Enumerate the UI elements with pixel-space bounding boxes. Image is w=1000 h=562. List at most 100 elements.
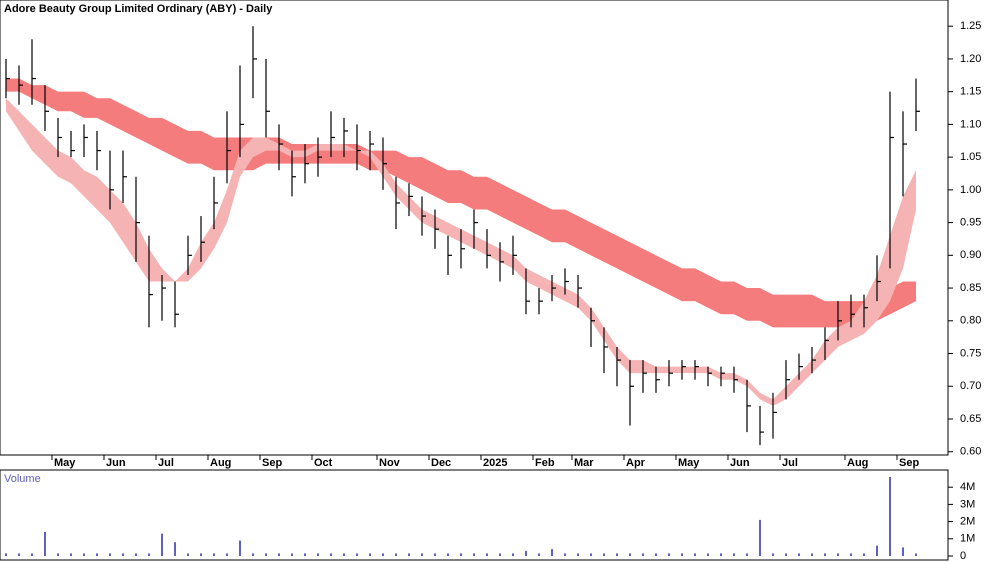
- volume-bar: [200, 553, 202, 556]
- y-tick-label: 1.25: [960, 20, 981, 32]
- volume-tick-label: 0: [960, 550, 966, 562]
- volume-bar: [226, 553, 228, 556]
- volume-tick-label: 2M: [960, 516, 975, 528]
- volume-bar: [31, 553, 33, 556]
- volume-bar: [759, 519, 761, 556]
- volume-bar: [96, 553, 98, 556]
- volume-bar: [213, 553, 215, 556]
- volume-bar: [486, 553, 488, 556]
- volume-bar: [148, 553, 150, 556]
- volume-bar: [837, 553, 839, 556]
- x-tick-label: May: [678, 457, 700, 469]
- volume-bar: [564, 553, 566, 556]
- volume-bar: [57, 553, 59, 556]
- x-tick-label: Mar: [574, 457, 594, 469]
- x-tick-label: 2025: [483, 457, 507, 469]
- y-tick-label: 0.65: [960, 413, 981, 425]
- x-tick-label: Jun: [106, 457, 126, 469]
- volume-bar: [590, 553, 592, 556]
- volume-bar: [707, 553, 709, 556]
- volume-bar: [395, 553, 397, 556]
- x-tick-label: Sep: [262, 457, 282, 469]
- volume-bar: [902, 547, 904, 556]
- volume-bar: [811, 553, 813, 556]
- x-tick-label: Jul: [158, 457, 174, 469]
- volume-bar: [629, 553, 631, 556]
- x-tick-label: May: [54, 457, 76, 469]
- volume-bar: [694, 553, 696, 556]
- volume-bar: [174, 542, 176, 556]
- volume-bar: [135, 553, 137, 556]
- x-tick-label: Jun: [730, 457, 750, 469]
- y-tick-label: 0.80: [960, 315, 981, 327]
- volume-bar: [772, 553, 774, 556]
- volume-bar: [317, 553, 319, 556]
- x-tick-label: Oct: [314, 457, 333, 469]
- y-tick-label: 0.85: [960, 282, 981, 294]
- volume-bar: [798, 553, 800, 556]
- volume-bar: [330, 553, 332, 556]
- y-tick-label: 0.95: [960, 216, 981, 228]
- volume-bar: [499, 553, 501, 556]
- volume-bar: [44, 531, 46, 556]
- volume-bar: [577, 553, 579, 556]
- x-tick-label: Nov: [379, 457, 401, 469]
- volume-bar: [18, 553, 20, 556]
- volume-bar: [668, 553, 670, 556]
- volume-bar: [343, 553, 345, 556]
- volume-bar: [265, 553, 267, 556]
- y-tick-label: 1.05: [960, 151, 981, 163]
- volume-bar: [733, 553, 735, 556]
- volume-bar: [785, 553, 787, 556]
- volume-bar: [109, 553, 111, 556]
- y-tick-label: 0.90: [960, 249, 981, 261]
- volume-bar: [382, 553, 384, 556]
- volume-bar: [83, 553, 85, 556]
- x-tick-label: Sep: [899, 457, 919, 469]
- volume-bar: [525, 550, 527, 556]
- volume-bar: [473, 553, 475, 556]
- volume-bar: [187, 553, 189, 556]
- volume-bar: [616, 553, 618, 556]
- volume-bar: [239, 540, 241, 556]
- volume-bar: [603, 553, 605, 556]
- volume-bar: [512, 553, 514, 556]
- average-band: [6, 78, 916, 328]
- volume-tick-label: 1M: [960, 533, 975, 545]
- x-tick-label: Dec: [431, 457, 451, 469]
- y-tick-label: 1.10: [960, 118, 981, 130]
- volume-bar: [460, 553, 462, 556]
- volume-bar: [421, 553, 423, 556]
- volume-bar: [356, 553, 358, 556]
- chart-title: Adore Beauty Group Limited Ordinary (ABY…: [4, 3, 273, 15]
- volume-bar: [447, 553, 449, 556]
- volume-bar: [5, 553, 7, 556]
- x-tick-label: Feb: [535, 457, 555, 469]
- y-tick-label: 0.60: [960, 446, 981, 458]
- y-tick-label: 0.70: [960, 380, 981, 392]
- x-tick-label: Aug: [847, 457, 868, 469]
- volume-bar: [850, 553, 852, 556]
- volume-bar: [876, 545, 878, 556]
- volume-bar: [304, 553, 306, 556]
- x-tick-label: Aug: [210, 457, 231, 469]
- volume-bar: [408, 553, 410, 556]
- volume-bar: [746, 553, 748, 556]
- volume-bar: [70, 553, 72, 556]
- volume-panel: [0, 469, 949, 561]
- volume-bar: [538, 553, 540, 556]
- x-tick-label: Apr: [626, 457, 646, 469]
- volume-bar: [291, 553, 293, 556]
- volume-bar: [889, 476, 891, 556]
- volume-bar: [161, 533, 163, 556]
- y-tick-label: 1.00: [960, 184, 981, 196]
- volume-bar: [642, 553, 644, 556]
- y-tick-label: 1.15: [960, 86, 981, 98]
- volume-bar: [915, 553, 917, 556]
- volume-bar: [278, 553, 280, 556]
- volume-bar: [252, 553, 254, 556]
- x-tick-label: Jul: [782, 457, 798, 469]
- y-tick-label: 1.20: [960, 53, 981, 65]
- volume-bar: [824, 553, 826, 556]
- volume-tick-label: 3M: [960, 498, 975, 510]
